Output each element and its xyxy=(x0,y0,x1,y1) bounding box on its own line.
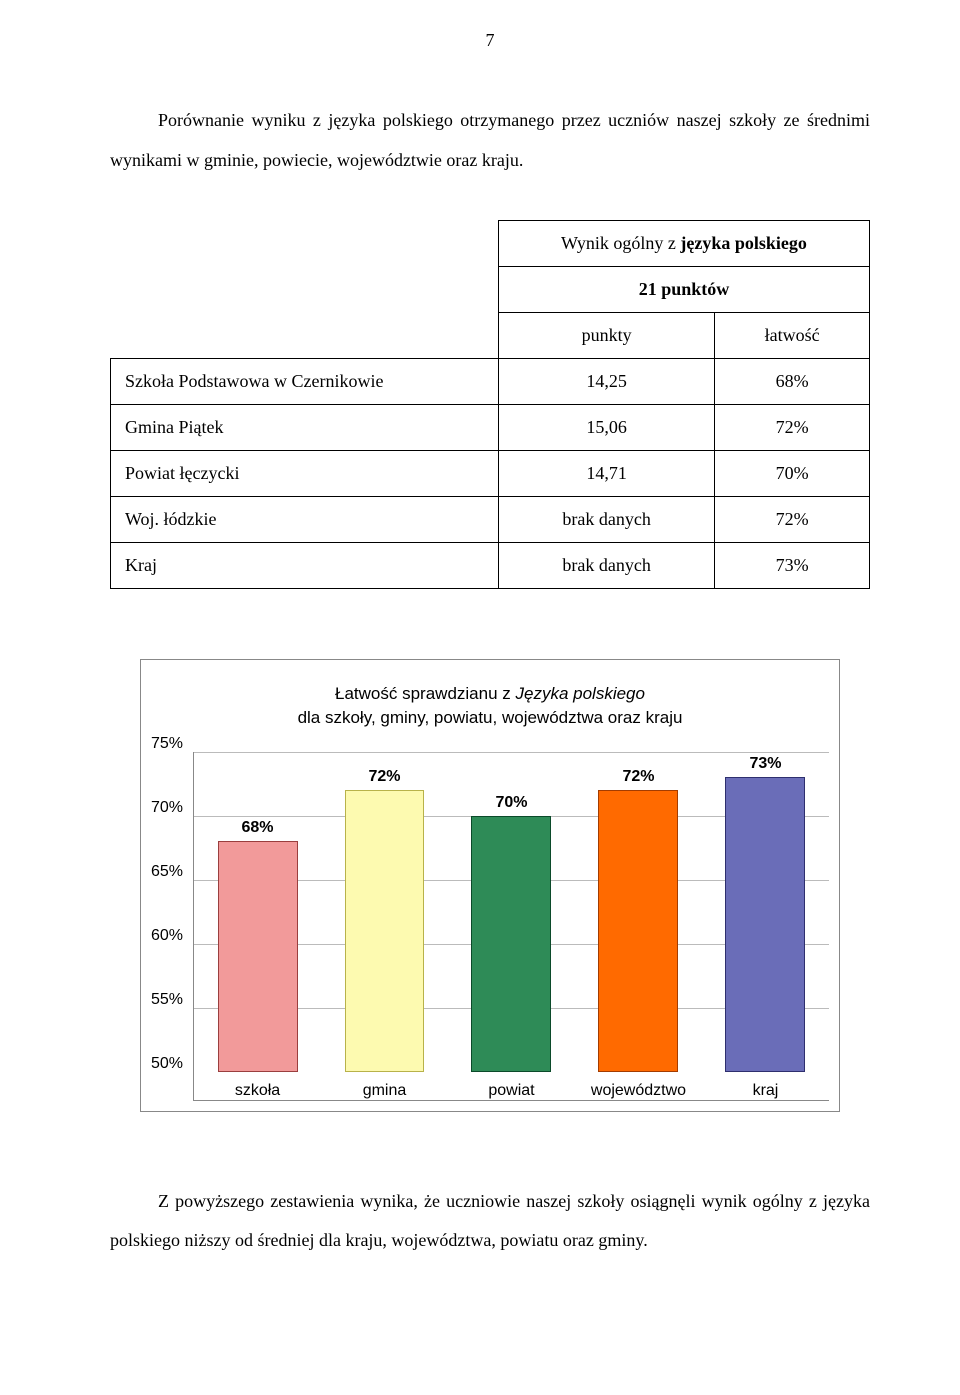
cell-points: brak danych xyxy=(498,497,714,543)
table-header-top: Wynik ogólny z języka polskiego xyxy=(498,221,869,267)
table-row: Krajbrak danych73% xyxy=(111,543,870,589)
x-tick: szkoła xyxy=(200,1082,314,1100)
chart-bar xyxy=(598,790,678,1072)
row-label: Szkoła Podstawowa w Czernikowie xyxy=(111,359,499,405)
x-tick: województwo xyxy=(581,1082,695,1100)
bar-value-label: 72% xyxy=(368,768,400,786)
cell-ease: 72% xyxy=(715,497,870,543)
bar-slot: 73% xyxy=(708,752,822,1072)
cell-points: 15,06 xyxy=(498,405,714,451)
table-header-sub: 21 punktów xyxy=(498,267,869,313)
intro-paragraph: Porównanie wyniku z języka polskiego otr… xyxy=(110,101,870,180)
bar-slot: 72% xyxy=(581,752,695,1072)
row-label: Powiat łęczycki xyxy=(111,451,499,497)
cell-ease: 72% xyxy=(715,405,870,451)
conclusion-paragraph: Z powyższego zestawienia wynika, że uczn… xyxy=(110,1182,870,1261)
results-table: Wynik ogólny z języka polskiego 21 punkt… xyxy=(110,220,870,589)
bar-slot: 72% xyxy=(327,752,441,1072)
bar-value-label: 72% xyxy=(622,768,654,786)
row-label: Kraj xyxy=(111,543,499,589)
bar-slot: 68% xyxy=(200,752,314,1072)
chart-bar xyxy=(218,841,298,1071)
chart-bar xyxy=(725,777,805,1071)
cell-points: brak danych xyxy=(498,543,714,589)
x-tick: gmina xyxy=(327,1082,441,1100)
cell-ease: 68% xyxy=(715,359,870,405)
cell-ease: 73% xyxy=(715,543,870,589)
chart-y-axis: 75%70%65%60%55%50% xyxy=(151,752,193,1072)
chart-x-axis: szkoła gmina powiat województwo kraj xyxy=(194,1072,829,1100)
table-row: Powiat łęczycki14,7170% xyxy=(111,451,870,497)
page-number: 7 xyxy=(110,30,870,51)
x-tick: kraj xyxy=(708,1082,822,1100)
table-row: Gmina Piątek15,0672% xyxy=(111,405,870,451)
cell-points: 14,25 xyxy=(498,359,714,405)
bar-value-label: 73% xyxy=(749,755,781,773)
cell-points: 14,71 xyxy=(498,451,714,497)
chart-container: Łatwość sprawdzianu z Języka polskiegodl… xyxy=(140,659,840,1112)
col-head-points: punkty xyxy=(498,313,714,359)
row-label: Gmina Piątek xyxy=(111,405,499,451)
table-row: Szkoła Podstawowa w Czernikowie14,2568% xyxy=(111,359,870,405)
cell-ease: 70% xyxy=(715,451,870,497)
chart-bar xyxy=(345,790,425,1072)
chart-bar xyxy=(471,816,551,1072)
bar-value-label: 68% xyxy=(242,819,274,837)
chart-plot: 68% 72% 70% 72% 73% xyxy=(194,752,829,1072)
row-label: Woj. łódzkie xyxy=(111,497,499,543)
chart-title: Łatwość sprawdzianu z Języka polskiegodl… xyxy=(151,682,829,730)
bar-value-label: 70% xyxy=(495,794,527,812)
table-row: Woj. łódzkiebrak danych72% xyxy=(111,497,870,543)
bar-slot: 70% xyxy=(454,752,568,1072)
col-head-ease: łatwość xyxy=(715,313,870,359)
x-tick: powiat xyxy=(454,1082,568,1100)
